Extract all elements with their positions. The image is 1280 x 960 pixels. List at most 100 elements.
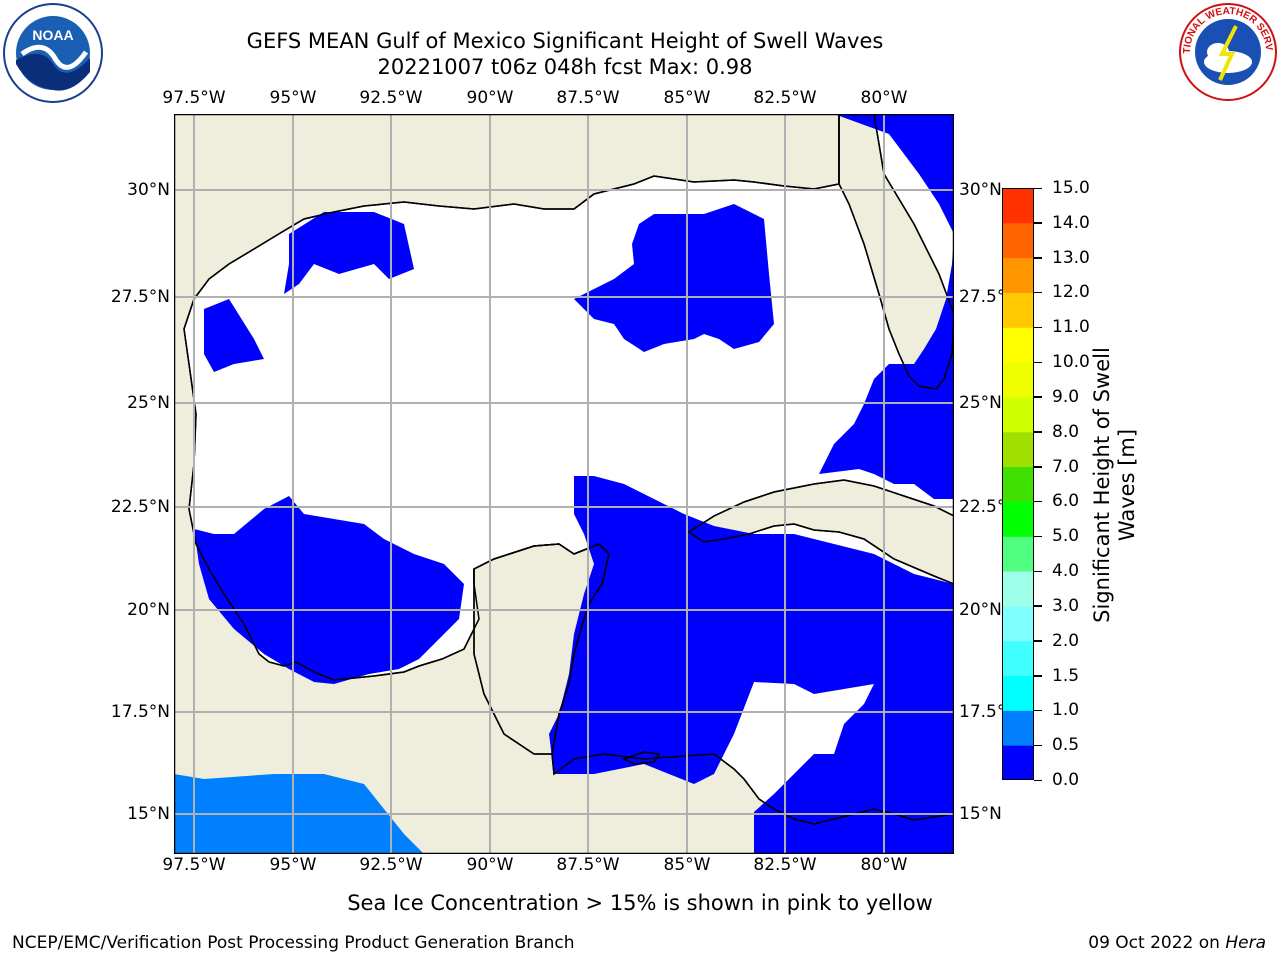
colorbar-tick-mark-12 (1034, 396, 1042, 398)
colorbar-segment-2 (1002, 710, 1034, 746)
noaa-logo-text: NOAA (32, 27, 73, 43)
colorbar-tick-mark-2 (1034, 744, 1042, 747)
map-gridlines (174, 114, 954, 854)
lon-tick-top-2: 95°W (269, 88, 317, 108)
colorbar-tick-label-7: 4.0 (1052, 561, 1080, 582)
swell-region-4 (194, 496, 464, 684)
lat-tick-right-3: 25°N (959, 393, 1002, 413)
colorbar-tick-label-3: 1.0 (1052, 700, 1080, 721)
yucatan-land-coastline (473, 543, 610, 755)
colorbar-tick-label-4: 1.5 (1052, 665, 1080, 686)
credit-text: NCEP/EMC/Verification Post Processing Pr… (12, 933, 575, 953)
colorbar-segment-1 (1002, 745, 1034, 780)
lat-tick-left-1: 30°N (127, 180, 170, 200)
colorbar-segment-5 (1002, 605, 1034, 642)
colorbar-tick-label-10: 7.0 (1052, 456, 1080, 477)
sea-ice-note: Sea Ice Concentration > 15% is shown in … (0, 891, 1280, 915)
lon-tick-bot-3: 92.5°W (359, 855, 423, 875)
colorbar-segment-12 (1002, 362, 1034, 398)
date-prefix: 09 Oct 2022 on (1088, 933, 1226, 953)
colorbar-tick-label-8: 5.0 (1052, 526, 1080, 547)
colorbar-tick-mark-18 (1034, 187, 1042, 189)
lat-tick-left-5: 20°N (127, 600, 170, 620)
lat-tick-left-2: 27.5°N (110, 287, 170, 307)
colorbar-tick-mark-15 (1034, 291, 1042, 294)
colorbar-tick-label-18: 15.0 (1052, 178, 1090, 198)
colorbar-segment-9 (1002, 466, 1034, 502)
colorbar-tick-mark-13 (1034, 361, 1042, 364)
lon-tick-bot-2: 95°W (269, 855, 317, 875)
colorbar-segment-16 (1002, 222, 1034, 259)
colorbar-segment-17 (1002, 188, 1034, 224)
swell-region-6 (284, 212, 414, 294)
colorbar-segment-8 (1002, 501, 1034, 537)
colorbar-tick-mark-5 (1034, 640, 1042, 642)
lon-tick-bot-1: 97.5°W (162, 855, 226, 875)
colorbar-tick-label-5: 2.0 (1052, 630, 1080, 651)
colorbar-tick-label-11: 8.0 (1052, 421, 1080, 442)
colorbar-tick-mark-6 (1034, 605, 1042, 607)
colorbar-segment-3 (1002, 675, 1034, 711)
lat-tick-left-6: 17.5°N (110, 702, 170, 722)
chart-title: GEFS MEAN Gulf of Mexico Significant Hei… (246, 29, 884, 53)
sea-ice-note-text: Sea Ice Concentration > 15% is shown in … (347, 891, 933, 915)
lon-tick-top-1: 97.5°W (162, 88, 226, 108)
chart-subtitle: 20221007 t06z 048h fcst Max: 0.98 (377, 55, 753, 79)
lon-tick-bot-8: 80°W (860, 855, 908, 875)
lat-tick-right-5: 20°N (959, 600, 1002, 620)
colorbar-tick-mark-7 (1034, 570, 1042, 573)
colorbar-tick-mark-1 (1034, 779, 1042, 781)
colorbar-segment-15 (1002, 257, 1034, 293)
colorbar-segment-7 (1002, 536, 1034, 572)
colorbar-tick-mark-8 (1034, 535, 1042, 538)
colorbar-tick-mark-14 (1034, 326, 1042, 329)
machine-name: Hera (1225, 933, 1266, 953)
jamaica-land-coastline (622, 751, 661, 765)
lon-tick-top-4: 90°W (466, 88, 514, 108)
colorbar-tick-label-14: 11.0 (1052, 317, 1090, 338)
lon-tick-bot-6: 85°W (663, 855, 711, 875)
colorbar-segment-14 (1002, 292, 1034, 328)
colorbar-tick-mark-4 (1034, 675, 1042, 677)
map-frame (174, 114, 954, 854)
lat-tick-left-4: 22.5°N (110, 497, 170, 517)
colorbar-tick-mark-10 (1034, 466, 1042, 468)
lon-tick-top-7: 82.5°W (753, 88, 817, 108)
colorbar-title: Significant Height of Swell Waves [m] (1090, 347, 1139, 623)
colorbar-tick-label-9: 6.0 (1052, 491, 1080, 512)
colorbar-tick-label-15: 12.0 (1052, 282, 1090, 303)
florida-land-coastline (838, 114, 954, 390)
colorbar (1002, 188, 1034, 780)
gulf-of-mexico-map (174, 114, 954, 854)
noaa-logo-icon: NOAA (3, 3, 103, 103)
lat-tick-left-7: 15°N (127, 804, 170, 824)
colorbar-tick-label-2: 0.5 (1052, 735, 1080, 756)
lat-tick-right-7: 15°N (959, 804, 1002, 824)
date-stamp: 09 Oct 2022 on Hera (1088, 933, 1266, 953)
colorbar-tick-label-1: 0.0 (1052, 770, 1080, 790)
colorbar-tick-mark-11 (1034, 431, 1042, 433)
coastlines (174, 114, 954, 854)
colorbar-frame (1002, 188, 1034, 780)
colorbar-tick-label-13: 10.0 (1052, 352, 1090, 373)
lon-tick-top-5: 87.5°W (556, 88, 620, 108)
swell-region-3 (549, 476, 954, 854)
colorbar-segment-10 (1002, 431, 1034, 468)
swell-region-5 (204, 299, 264, 372)
colorbar-tick-mark-16 (1034, 257, 1042, 259)
colorbar-tick-label-16: 13.0 (1052, 247, 1090, 268)
lon-tick-bot-4: 90°W (466, 855, 514, 875)
lon-tick-bot-5: 87.5°W (556, 855, 620, 875)
colorbar-tick-label-12: 9.0 (1052, 386, 1080, 407)
lat-tick-left-3: 25°N (127, 393, 170, 413)
colorbar-tick-mark-17 (1034, 222, 1042, 224)
colorbar-segment-6 (1002, 571, 1034, 607)
us-mexico-land-coastline (174, 114, 954, 854)
colorbar-tick-mark-3 (1034, 709, 1042, 712)
colorbar-tick-label-6: 3.0 (1052, 595, 1080, 616)
lon-tick-top-8: 80°W (860, 88, 908, 108)
lon-tick-bot-7: 82.5°W (753, 855, 817, 875)
lon-tick-top-3: 92.5°W (359, 88, 423, 108)
cuba-land-coastline (687, 479, 954, 585)
colorbar-segment-11 (1002, 396, 1034, 433)
